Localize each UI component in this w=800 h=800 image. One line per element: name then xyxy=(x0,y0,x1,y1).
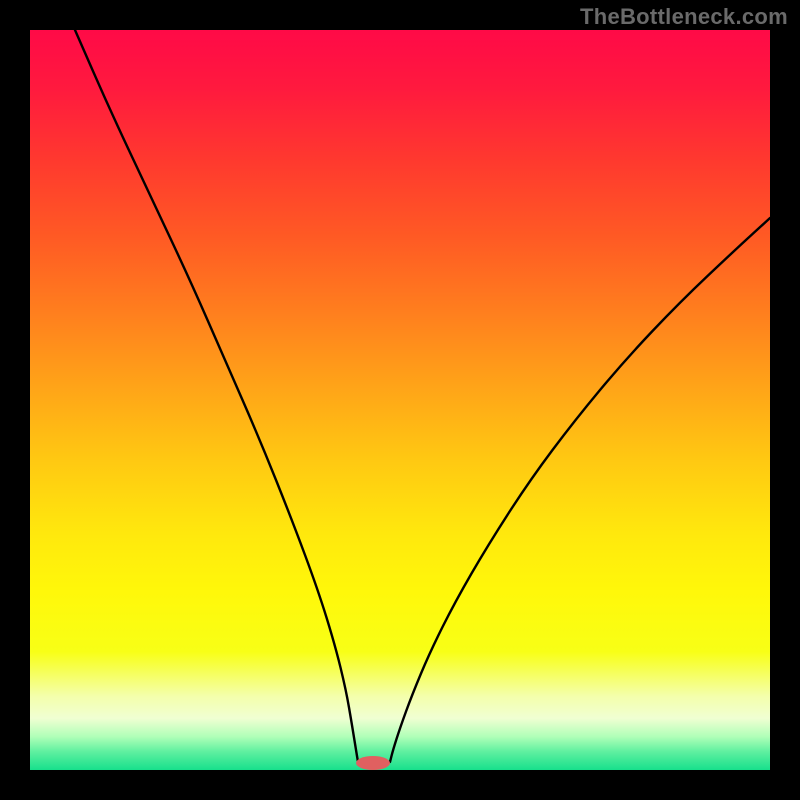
plot-area xyxy=(30,30,770,770)
chart-container: TheBottleneck.com xyxy=(0,0,800,800)
chart-background xyxy=(30,30,770,770)
chart-svg xyxy=(30,30,770,770)
watermark-text: TheBottleneck.com xyxy=(580,4,788,30)
optimum-marker xyxy=(356,756,390,770)
